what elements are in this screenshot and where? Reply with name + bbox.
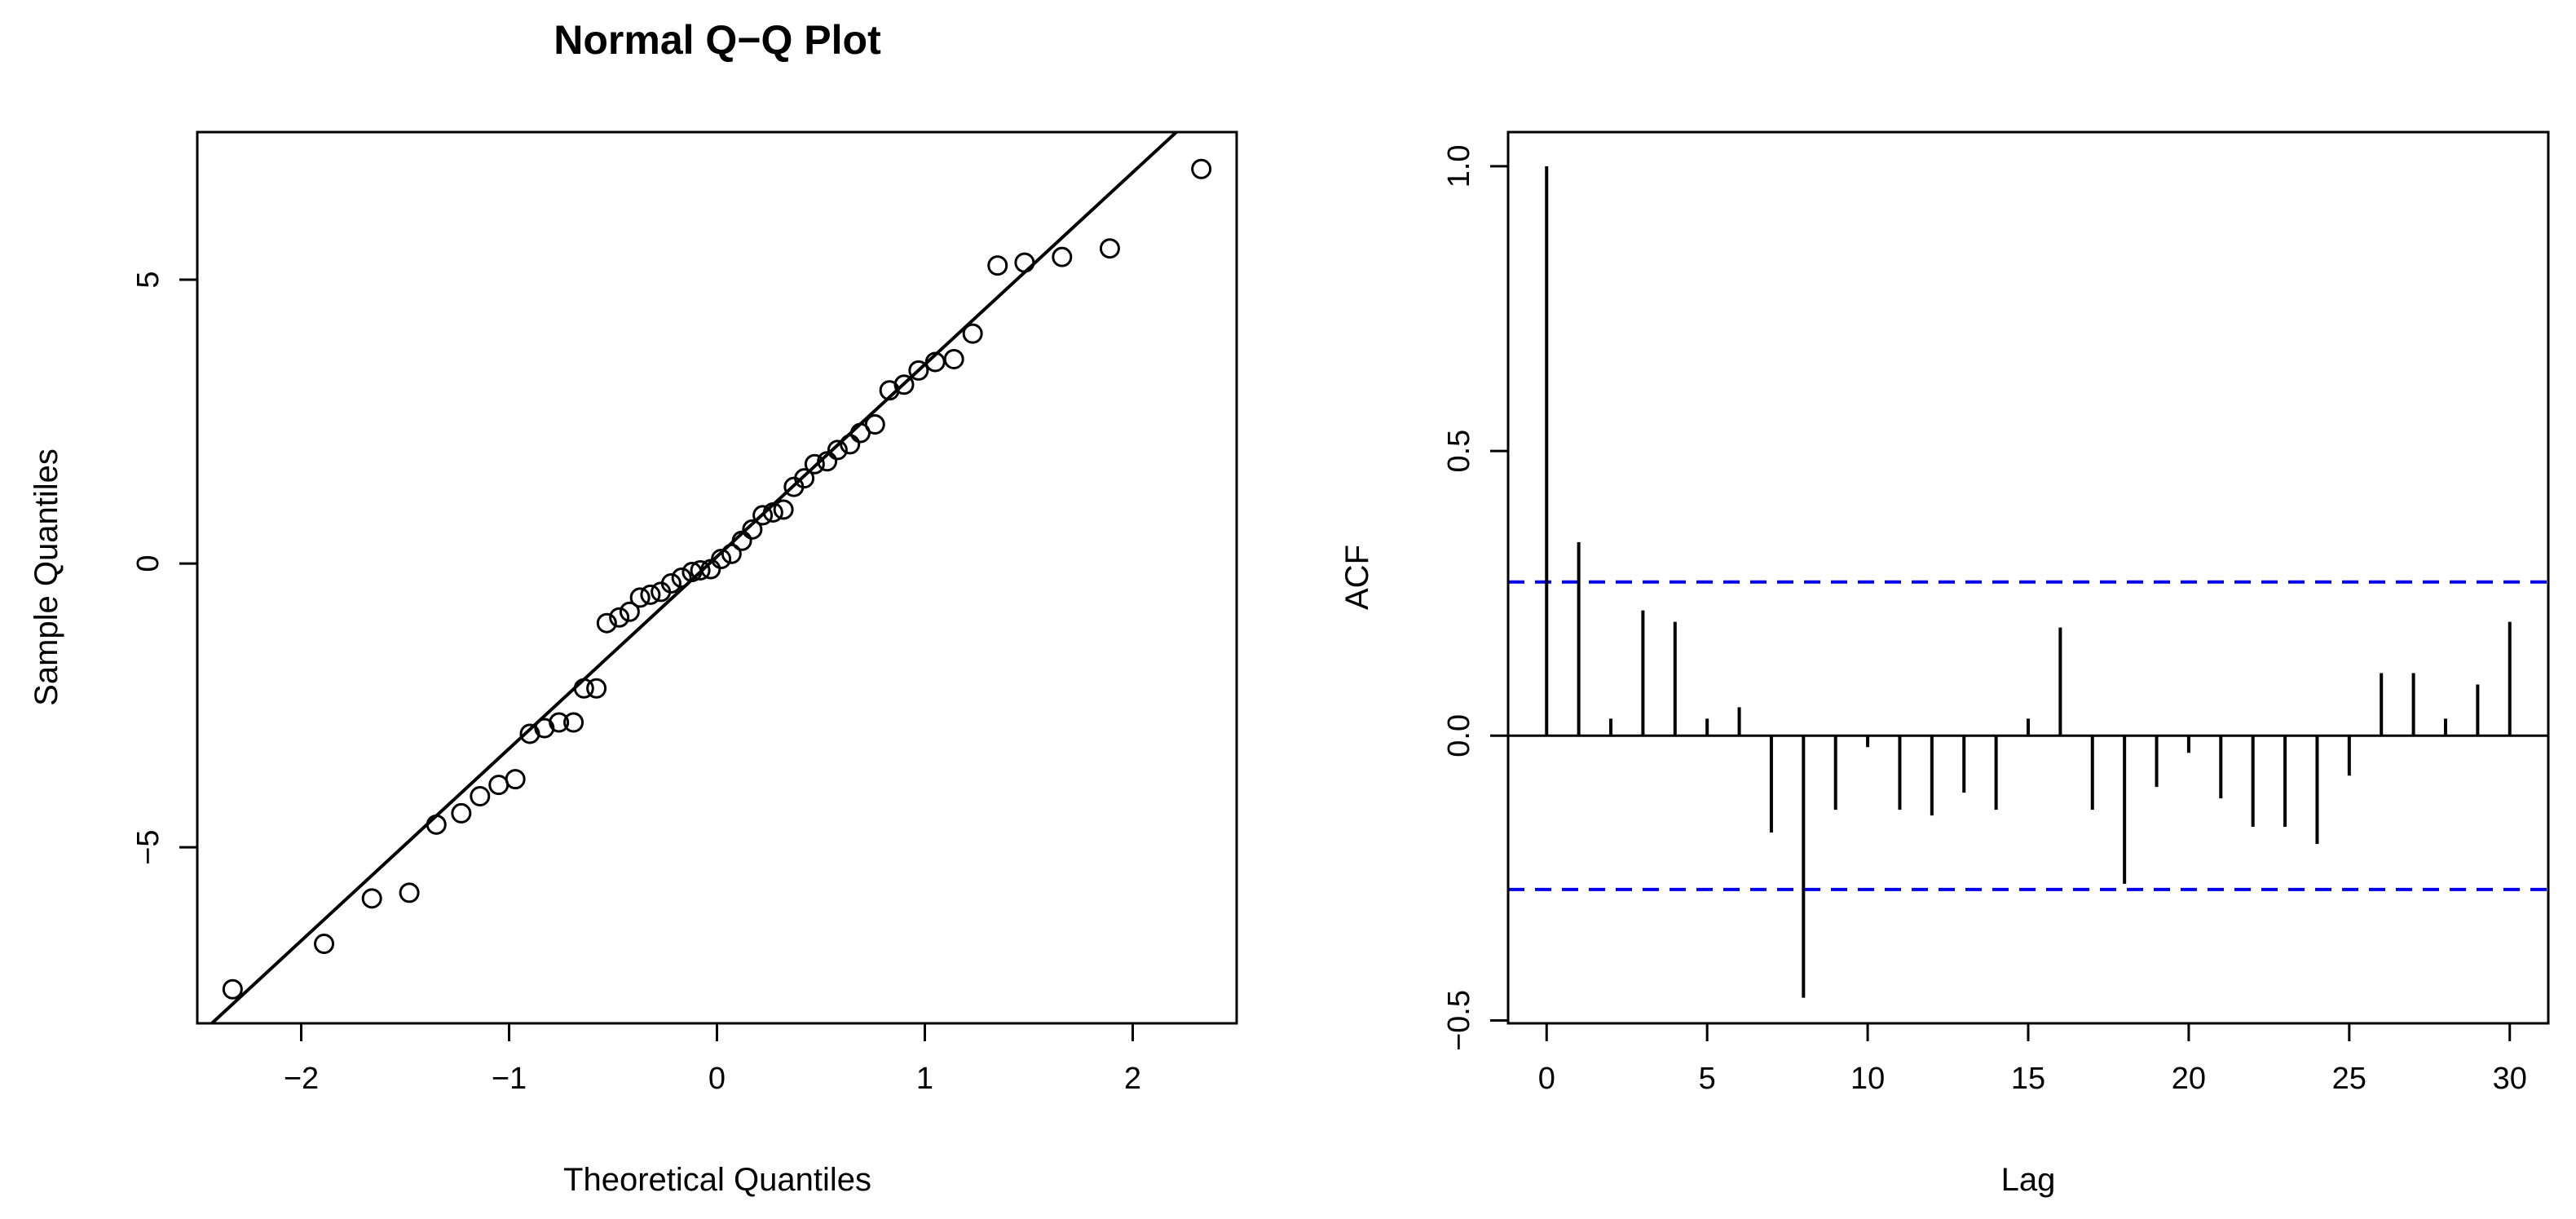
qq-x-axis: −2 −1 0 1 2: [284, 1023, 1141, 1096]
qq-point: [361, 888, 382, 909]
qq-y-axis: −5 0 5: [131, 271, 197, 865]
acf-x-tick-label: 15: [2011, 1062, 2045, 1096]
acf-plot-panel: 0 5 10 15 20 25 30 −0.5 0.0 0.5 1.0 Lag ACF: [1339, 130, 2550, 1198]
qq-plot-frame: [196, 130, 1238, 1025]
qq-x-tick-label: −2: [284, 1062, 319, 1096]
qq-point: [762, 501, 783, 523]
qq-point: [700, 559, 721, 580]
qq-point: [488, 775, 509, 796]
qq-plot-panel: Normal Q−Q Plot −2 −1 0 1 2 −5 0 5 Theoretical…: [29, 17, 1238, 1198]
qq-point: [840, 434, 861, 455]
qq-point: [549, 712, 570, 733]
qq-point: [817, 451, 838, 472]
qq-point: [690, 559, 711, 581]
qq-point: [711, 549, 732, 570]
qq-plot-area: [210, 130, 1212, 1025]
qq-point: [908, 360, 929, 381]
qq-point: [773, 499, 794, 520]
qq-x-tick-label: −1: [492, 1062, 527, 1096]
qq-point: [660, 572, 681, 594]
qq-y-tick-label: 5: [131, 271, 165, 288]
qq-point: [943, 348, 964, 369]
acf-y-axis-label: ACF: [1339, 545, 1375, 610]
qq-point: [794, 468, 815, 489]
qq-point: [962, 323, 983, 344]
qq-point: [1014, 252, 1035, 273]
acf-y-tick-label: 0.0: [1442, 714, 1476, 757]
qq-point: [426, 814, 447, 835]
qq-x-tick-label: 1: [916, 1062, 933, 1096]
qq-point: [671, 568, 692, 588]
qq-plot-title: Normal Q−Q Plot: [554, 17, 881, 63]
qq-point: [470, 786, 491, 807]
acf-y-tick-label: 1.0: [1442, 144, 1476, 188]
acf-x-tick-label: 5: [1699, 1062, 1716, 1096]
qq-point: [721, 543, 742, 564]
qq-point: [399, 882, 420, 903]
qq-x-axis-label: Theoretical Quantiles: [563, 1162, 871, 1198]
qq-point: [586, 678, 607, 699]
qq-point: [804, 453, 825, 475]
acf-x-axis: 0 5 10 15 20 25 30: [1538, 1023, 2527, 1096]
qq-point: [609, 607, 630, 628]
qq-x-tick-label: 0: [708, 1062, 726, 1096]
acf-x-tick-label: 20: [2172, 1062, 2206, 1096]
qq-point: [563, 712, 584, 733]
qq-point: [1191, 158, 1212, 179]
qq-point: [752, 505, 774, 526]
qq-point: [222, 978, 243, 1000]
qq-point: [573, 678, 594, 699]
qq-point: [640, 584, 661, 605]
qq-point: [1099, 238, 1120, 259]
qq-point: [314, 934, 335, 955]
acf-x-tick-label: 25: [2332, 1062, 2366, 1096]
acf-x-tick-label: 0: [1538, 1062, 1555, 1096]
qq-point: [596, 612, 617, 634]
qq-point: [893, 374, 915, 395]
qq-point: [619, 601, 640, 622]
qq-y-axis-label: Sample Quantiles: [29, 448, 64, 706]
qq-point: [864, 414, 885, 435]
acf-x-tick-label: 10: [1850, 1062, 1885, 1096]
acf-y-tick-label: 0.5: [1442, 430, 1476, 473]
acf-y-tick-label: −0.5: [1442, 990, 1476, 1051]
acf-y-axis: −0.5 0.0 0.5 1.0: [1442, 144, 1508, 1051]
qq-y-tick-label: −5: [131, 830, 165, 865]
qq-point: [451, 802, 472, 824]
acf-x-tick-label: 30: [2493, 1062, 2527, 1096]
qq-point: [1052, 246, 1073, 267]
qq-point: [742, 519, 763, 540]
qq-point: [629, 587, 651, 608]
qq-x-tick-label: 2: [1124, 1062, 1141, 1096]
acf-plot-area: [1508, 166, 2548, 998]
acf-x-axis-label: Lag: [2001, 1162, 2056, 1198]
qq-point: [505, 769, 526, 790]
qq-point: [987, 255, 1008, 276]
qq-point: [827, 439, 848, 461]
qq-point: [731, 530, 752, 551]
qq-y-tick-label: 0: [131, 555, 165, 572]
